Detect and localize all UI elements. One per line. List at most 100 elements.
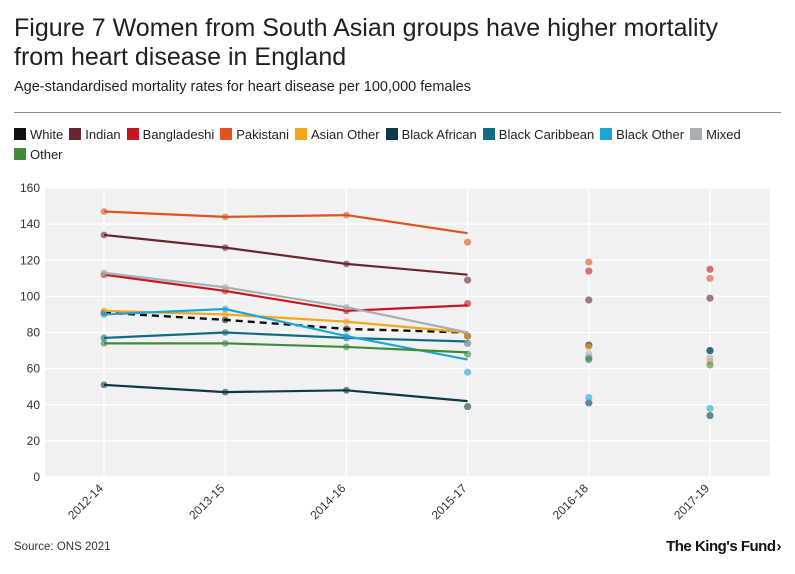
legend-item-black-african: Black African bbox=[385, 126, 477, 142]
legend-swatch bbox=[482, 128, 495, 140]
legend-label: Black Other bbox=[616, 126, 685, 142]
projected-point-pakistani bbox=[706, 274, 714, 282]
legend-label: Black Caribbean bbox=[498, 126, 595, 142]
series-line-other bbox=[104, 342, 468, 354]
data-point-indian bbox=[221, 244, 229, 252]
series-line-mixed bbox=[103, 271, 468, 334]
projected-point-bangladeshi bbox=[464, 300, 472, 308]
projected-point-mixed bbox=[464, 339, 472, 347]
y-tick-label: 100 bbox=[20, 289, 40, 303]
y-tick-label: 120 bbox=[20, 253, 40, 267]
legend-swatch bbox=[385, 128, 398, 140]
source-note: Source: ONS 2021 bbox=[14, 541, 111, 553]
series-line-indian bbox=[103, 233, 468, 276]
data-point-indian bbox=[343, 260, 350, 268]
projected-point-other bbox=[464, 350, 472, 358]
y-tick-label: 140 bbox=[20, 217, 40, 231]
legend-label: Bangladeshi bbox=[142, 126, 215, 142]
y-tick-label: 60 bbox=[27, 362, 41, 376]
x-tick-label: 2014-16 bbox=[307, 481, 348, 522]
line-chart: 0 20 40 60 80 100 120 140 160 2012-14 2013-15 2014-… bbox=[20, 181, 770, 522]
x-tick-label: 2012-14 bbox=[65, 481, 106, 522]
legend-swatch bbox=[600, 128, 613, 140]
projected-point-asian-other bbox=[464, 332, 472, 340]
projected-point-other bbox=[706, 361, 714, 369]
projected-point-black-caribbean bbox=[706, 346, 714, 355]
y-tick-label: 160 bbox=[20, 181, 40, 195]
legend-item-mixed: Mixed bbox=[690, 126, 741, 142]
series-line-black-other bbox=[103, 307, 468, 361]
data-point-black-african bbox=[100, 381, 108, 389]
data-point-asian-other bbox=[343, 318, 350, 326]
data-point-black-caribbean bbox=[221, 329, 229, 336]
legend-label: White bbox=[30, 126, 64, 142]
legend-item-black-caribbean: Black Caribbean bbox=[482, 126, 595, 142]
series-line-pakistani bbox=[103, 210, 468, 235]
x-tick-label: 2017-19 bbox=[671, 481, 712, 522]
legend-item-bangladeshi: Bangladeshi bbox=[126, 126, 215, 142]
data-point-pakistani bbox=[100, 208, 108, 215]
legend-swatch bbox=[14, 128, 26, 140]
x-tick-label: 2016-18 bbox=[550, 481, 591, 522]
data-point-pakistani bbox=[343, 211, 350, 219]
legend-label: Asian Other bbox=[310, 126, 380, 142]
data-point-other bbox=[100, 339, 108, 347]
data-point-black-african bbox=[221, 388, 229, 396]
chart-subtitle: Age-standardised mortality rates for hea… bbox=[14, 79, 471, 95]
data-point-black-other bbox=[343, 332, 350, 340]
projected-point-black-other bbox=[464, 368, 472, 376]
projected-point-pakistani bbox=[464, 238, 472, 246]
projected-point-black-other bbox=[585, 393, 593, 402]
projected-point-bangladeshi bbox=[706, 265, 714, 273]
legend-swatch bbox=[690, 128, 703, 140]
data-point-mixed bbox=[221, 283, 229, 291]
logo-chevron-icon: › bbox=[776, 538, 782, 555]
logo-text: The King's Fund bbox=[666, 538, 776, 555]
y-tick-label: 40 bbox=[27, 398, 41, 412]
legend-label: Mixed bbox=[706, 126, 741, 142]
title-divider bbox=[14, 112, 781, 113]
chart-legend: White Indian Bangladeshi Pakistani Asian Oth… bbox=[14, 126, 784, 162]
series-line-white bbox=[103, 311, 468, 334]
data-point-other bbox=[221, 339, 229, 347]
series-line-black-african bbox=[103, 383, 468, 403]
data-point-asian-other bbox=[221, 311, 229, 318]
projected-point-indian bbox=[706, 294, 714, 302]
y-tick-label: 0 bbox=[33, 470, 40, 484]
projected-point-black-african bbox=[464, 402, 472, 411]
legend-item-white: White bbox=[14, 126, 63, 142]
legend-label: Black African bbox=[401, 126, 477, 142]
data-point-black-other bbox=[100, 311, 108, 318]
series-line-bangladeshi bbox=[103, 273, 468, 312]
legend-item-asian-other: Asian Other bbox=[294, 126, 380, 142]
data-point-mixed bbox=[100, 269, 108, 277]
legend-swatch bbox=[294, 128, 307, 140]
projected-point-mixed bbox=[706, 354, 714, 362]
legend-item-indian: Indian bbox=[69, 126, 121, 142]
x-tick-label: 2015-17 bbox=[429, 481, 470, 522]
data-point-pakistani bbox=[221, 213, 229, 221]
legend-swatch bbox=[126, 128, 139, 140]
projected-point-indian bbox=[585, 296, 593, 304]
x-tick-label: 2013-15 bbox=[186, 481, 227, 522]
projected-point-pakistani bbox=[585, 258, 593, 266]
projected-point-mixed bbox=[585, 350, 593, 358]
projected-point-other bbox=[585, 355, 593, 364]
data-point-black-caribbean bbox=[100, 334, 108, 342]
legend-label: Indian bbox=[85, 126, 121, 142]
data-point-other bbox=[343, 343, 350, 351]
legend-item-other: Other bbox=[14, 146, 63, 162]
legend-label: Other bbox=[30, 146, 63, 162]
legend-item-black-other: Black Other bbox=[600, 126, 684, 142]
projected-point-bangladeshi bbox=[585, 267, 593, 275]
data-point-white bbox=[343, 325, 350, 333]
y-tick-label: 20 bbox=[27, 434, 41, 448]
series-line-black-caribbean bbox=[103, 331, 468, 343]
data-point-indian bbox=[100, 231, 108, 239]
legend-item-pakistani: Pakistani bbox=[220, 126, 289, 142]
data-point-white bbox=[221, 316, 229, 324]
projected-point-indian bbox=[464, 276, 472, 284]
chart-title: Figure 7 Women from South Asian groups h… bbox=[14, 14, 719, 71]
data-point-black-other bbox=[221, 305, 229, 313]
legend-swatch bbox=[220, 128, 233, 140]
